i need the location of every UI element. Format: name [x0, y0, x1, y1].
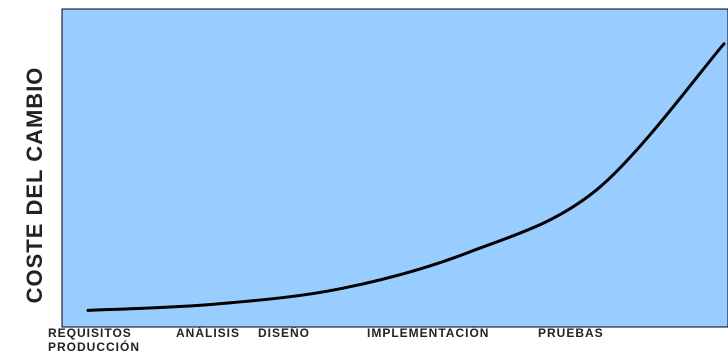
x-tick-label-0: REQUISITOS: [48, 326, 132, 340]
x-tick-labels: REQUISITOS ANÁLISIS DISEÑO IMPLEMENTACIÓN PR…: [48, 325, 604, 354]
x-tick-label-3: IMPLEMENTACIÓN: [367, 325, 489, 340]
x-tick-label-2: DISEÑO: [258, 325, 310, 340]
series-line-coste: [86, 42, 726, 312]
x-tick-label-4: PRUEBAS: [538, 326, 604, 340]
plot-area: [61, 8, 728, 328]
x-tick-label-5: PRODUCCIÓN: [48, 339, 140, 354]
x-tick-label-1: ANÁLISIS: [176, 325, 240, 340]
y-axis-label: COSTE DEL CAMBIO: [22, 67, 47, 304]
